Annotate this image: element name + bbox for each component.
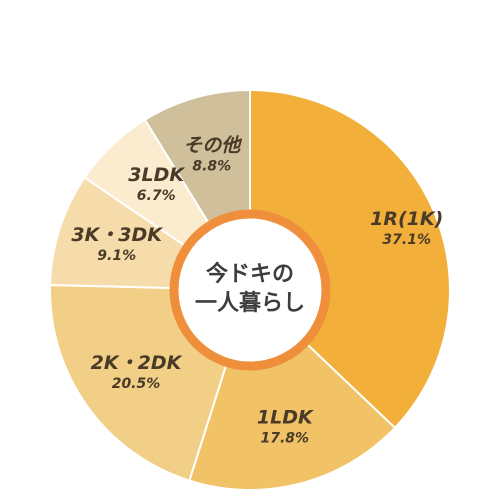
slice-value-2: 20.5% — [112, 376, 161, 392]
slice-value-3: 9.1% — [97, 248, 136, 264]
slice-label-2: 2K・2DK — [91, 352, 183, 374]
slice-label-4: 3LDK — [128, 164, 185, 186]
labels-group: 1R(1K) 37.1% 1LDK 17.8% 2K・2DK 20.5% 3K・3DK 9.1… — [71, 134, 443, 446]
center-ring — [169, 209, 331, 371]
slice-label-0: 1R(1K) — [370, 208, 443, 230]
center-label-line-2: 一人暮らし — [195, 291, 305, 316]
slice-label-5: その他 — [183, 134, 243, 156]
slice-value-4: 6.7% — [137, 188, 176, 204]
slice-value-0: 37.1% — [382, 232, 431, 248]
slice-label-3: 3K・3DK — [71, 224, 163, 246]
slice-0 — [249, 88, 451, 430]
center-label-line-1: 今ドキの — [206, 261, 294, 287]
slice-value-5: 8.8% — [192, 158, 231, 174]
slice-label-1: 1LDK — [257, 407, 314, 429]
slice-value-1: 17.8% — [261, 431, 310, 447]
